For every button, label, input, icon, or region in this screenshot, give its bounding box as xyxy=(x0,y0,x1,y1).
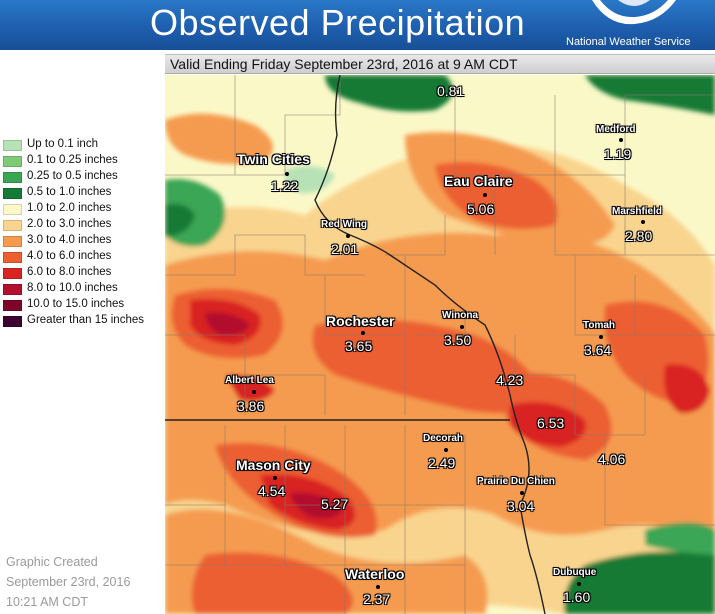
precipitation-legend: Up to 0.1 inch 0.1 to 0.25 inches 0.25 t… xyxy=(3,138,165,330)
station-richland-value: 4.06 xyxy=(598,451,626,467)
station-marshfield-value: 2.80 xyxy=(625,228,653,244)
legend-swatch xyxy=(3,316,22,327)
legend-swatch xyxy=(3,220,22,231)
station-rochester-name: Rochester xyxy=(326,313,395,329)
station-mason-city-value: 4.54 xyxy=(258,483,286,499)
station-twin-cities-value: 1.22 xyxy=(271,178,299,194)
station-albert-lea-value: 3.86 xyxy=(237,398,265,414)
station-eau-claire-value: 5.06 xyxy=(467,201,495,217)
station-rochester-value: 3.65 xyxy=(345,338,373,354)
legend-swatch xyxy=(3,284,22,295)
credit-line-1: Graphic Created xyxy=(6,555,98,569)
station-red-wing-value: 2.01 xyxy=(331,241,359,257)
legend-label: 2.0 to 3.0 inches xyxy=(27,218,112,230)
legend-swatch xyxy=(3,172,22,183)
legend-item: 1.0 to 2.0 inches xyxy=(3,202,165,218)
legend-swatch xyxy=(3,236,22,247)
station-dubuque-value: 1.60 xyxy=(563,589,591,605)
station-charles-city-value: 5.27 xyxy=(321,496,349,512)
precipitation-map-svg xyxy=(165,75,715,614)
credit-line-3: 10:21 AM CDT xyxy=(6,595,88,609)
agency-name: National Weather Service xyxy=(566,36,691,48)
station-viroqua-value: 6.53 xyxy=(537,415,565,431)
station-red-wing-marker xyxy=(346,234,350,238)
station-winona-value: 3.50 xyxy=(444,332,472,348)
station-winona-name: Winona xyxy=(442,310,479,321)
legend-swatch xyxy=(3,140,22,151)
station-waterloo-name: Waterloo xyxy=(345,566,405,582)
station-prairie-du-chien-marker xyxy=(520,491,524,495)
station-eau-claire-marker xyxy=(483,193,487,197)
credit-line-2: September 23rd, 2016 xyxy=(6,575,131,589)
legend-item: 6.0 to 8.0 inches xyxy=(3,266,165,282)
county-boundaries xyxy=(165,75,715,614)
station-winona-marker xyxy=(460,325,464,329)
station-albert-lea-marker xyxy=(252,390,256,394)
legend-label: 10.0 to 15.0 inches xyxy=(27,298,125,310)
legend-item: 3.0 to 4.0 inches xyxy=(3,234,165,250)
legend-item: 0.25 to 0.5 inches xyxy=(3,170,165,186)
station-albert-lea-name: Albert Lea xyxy=(225,375,274,386)
station-tomah-value: 3.64 xyxy=(584,342,612,358)
legend-swatch xyxy=(3,300,22,311)
legend-label: 0.1 to 0.25 inches xyxy=(27,154,118,166)
legend-item: Greater than 15 inches xyxy=(3,314,165,330)
station-medford-value: 1.19 xyxy=(604,146,632,162)
station-mason-city-marker xyxy=(273,476,277,480)
legend-item: 4.0 to 6.0 inches xyxy=(3,250,165,266)
station-twin-cities-marker xyxy=(285,172,289,176)
station-la-crosse-value: 4.23 xyxy=(496,372,524,388)
station-marshfield-name: Marshfield xyxy=(612,206,663,217)
legend-swatch xyxy=(3,156,22,167)
legend-swatch xyxy=(3,188,22,199)
legend-swatch xyxy=(3,204,22,215)
station-marshfield-marker xyxy=(641,220,645,224)
page-title: Observed Precipitation xyxy=(150,2,526,43)
valid-time-text: Valid Ending Friday September 23rd, 2016… xyxy=(170,56,518,72)
legend-item: Up to 0.1 inch xyxy=(3,138,165,154)
station-tomah-name: Tomah xyxy=(583,320,616,331)
station-prairie-du-chien-name: Prairie Du Chien xyxy=(477,476,555,487)
station-dubuque-name: Dubuque xyxy=(553,567,597,578)
legend-swatch xyxy=(3,268,22,279)
legend-label: Up to 0.1 inch xyxy=(27,138,98,150)
station-twin-cities-name: Twin Cities xyxy=(237,151,310,167)
station-decorah-value: 2.49 xyxy=(428,455,456,471)
station-dubuque-marker xyxy=(577,582,581,586)
legend-item: 10.0 to 15.0 inches xyxy=(3,298,165,314)
legend-item: 2.0 to 3.0 inches xyxy=(3,218,165,234)
station-mason-city-name: Mason City xyxy=(236,457,311,473)
legend-label: 1.0 to 2.0 inches xyxy=(27,202,112,214)
legend-item: 0.5 to 1.0 inches xyxy=(3,186,165,202)
legend-label: 8.0 to 10.0 inches xyxy=(27,282,118,294)
station-waterloo-marker xyxy=(376,585,380,589)
station-north-value: 0.81 xyxy=(437,83,465,99)
station-medford-marker xyxy=(619,138,623,142)
station-waterloo-value: 2.37 xyxy=(363,591,391,607)
valid-time-bar: Valid Ending Friday September 23rd, 2016… xyxy=(165,54,715,74)
legend-label: 0.5 to 1.0 inches xyxy=(27,186,112,198)
legend-label: 0.25 to 0.5 inches xyxy=(27,170,118,182)
graphic-created-note: Graphic Created September 23rd, 2016 10:… xyxy=(6,552,130,612)
station-rochester-marker xyxy=(361,331,365,335)
legend-item: 0.1 to 0.25 inches xyxy=(3,154,165,170)
station-decorah-marker xyxy=(444,448,448,452)
state-boundaries xyxy=(165,75,546,614)
header-banner: Observed Precipitation National Weather … xyxy=(0,0,715,50)
legend-label: Greater than 15 inches xyxy=(27,314,144,326)
legend-label: 4.0 to 6.0 inches xyxy=(27,250,112,262)
station-eau-claire-name: Eau Claire xyxy=(444,173,513,189)
station-tomah-marker xyxy=(599,335,603,339)
precipitation-map: 0.81 Medford 1.19 Twin Cities 1.22 Eau C… xyxy=(165,75,715,614)
station-prairie-du-chien-value: 3.04 xyxy=(507,498,535,514)
legend-item: 8.0 to 10.0 inches xyxy=(3,282,165,298)
station-medford-name: Medford xyxy=(596,124,636,135)
legend-label: 6.0 to 8.0 inches xyxy=(27,266,112,278)
station-red-wing-name: Red Wing xyxy=(321,219,368,230)
station-decorah-name: Decorah xyxy=(423,433,464,444)
precip-shading xyxy=(165,75,715,614)
nws-logo-icon xyxy=(592,0,676,25)
legend-label: 3.0 to 4.0 inches xyxy=(27,234,112,246)
legend-swatch xyxy=(3,252,22,263)
